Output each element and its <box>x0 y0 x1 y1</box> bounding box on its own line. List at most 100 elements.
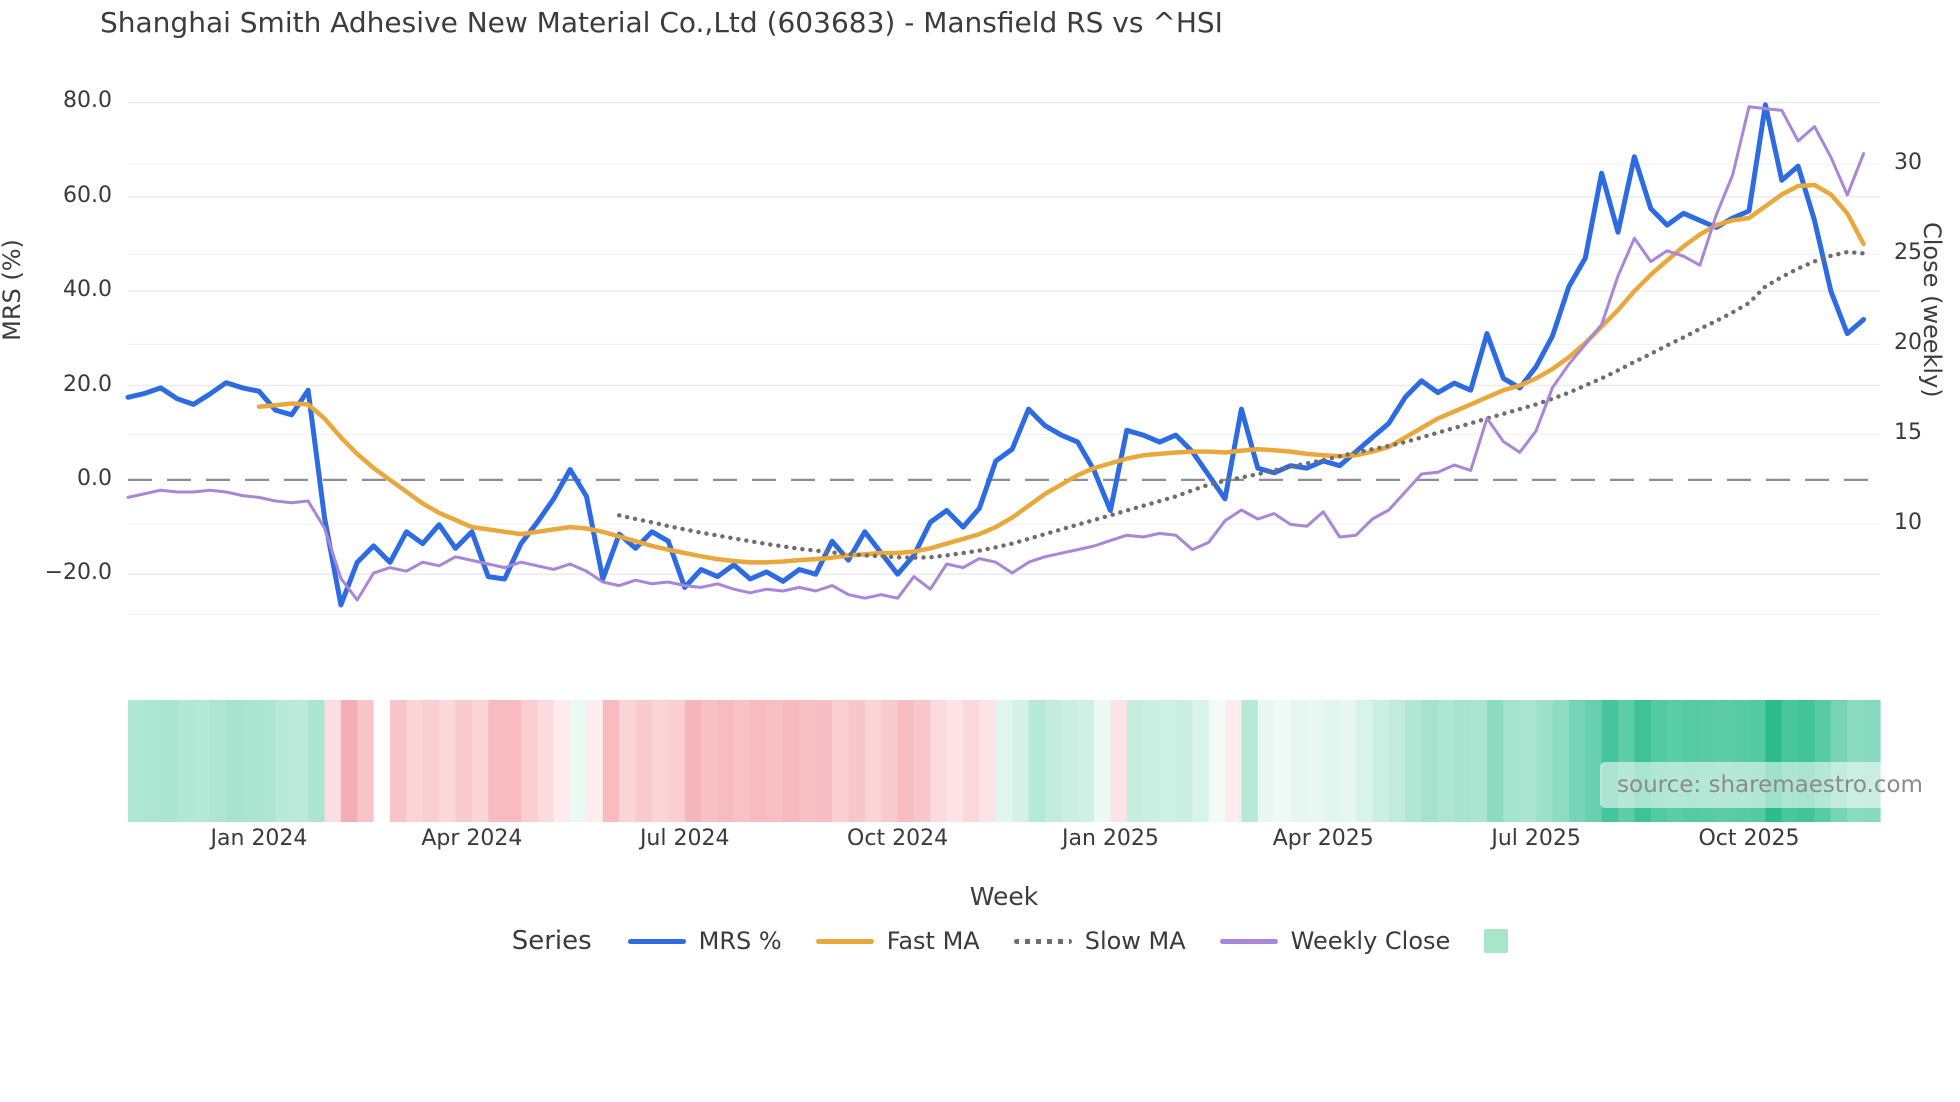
heatmap-cell <box>1077 700 1095 822</box>
left-tick-label: 80.0 <box>63 88 112 114</box>
legend-items: MRS % Fast MA Slow MA Weekly Close <box>627 927 1485 955</box>
legend-label: Fast MA <box>886 927 980 955</box>
heatmap-cell <box>1388 700 1406 822</box>
heatmap-cell <box>897 700 915 822</box>
heatmap-cell <box>1126 700 1144 822</box>
heatmap-cell <box>128 700 145 822</box>
right-axis-label: Close (weekly) <box>1918 222 1946 398</box>
legend-swatch-heatmap <box>1484 929 1509 953</box>
heatmap-cell <box>1208 700 1226 822</box>
heatmap-cell <box>373 700 391 822</box>
legend-item-slow-ma: Slow MA <box>1013 927 1186 955</box>
heatmap-cell <box>455 700 473 822</box>
left-tick-label: 40.0 <box>63 277 112 303</box>
chart-title: Shanghai Smith Adhesive New Material Co.… <box>100 6 1223 39</box>
heatmap-cell <box>782 700 800 822</box>
heatmap-cell <box>242 700 260 822</box>
heatmap-cell <box>357 700 375 822</box>
heatmap-cell <box>340 700 358 822</box>
heatmap-cell <box>733 700 751 822</box>
heatmap-cell <box>864 700 882 822</box>
heatmap-cell <box>1503 700 1521 822</box>
x-tick-label: Jan 2025 <box>1061 826 1159 851</box>
heatmap-cell <box>684 700 702 822</box>
heatmap-cell <box>406 700 424 822</box>
heatmap-cell <box>1012 700 1030 822</box>
heatmap-cell <box>1175 700 1193 822</box>
series-line-weekly-close <box>126 105 1866 602</box>
right-tick-label: 15 <box>1894 420 1922 446</box>
heatmap-cell <box>832 700 850 822</box>
heatmap-cell <box>963 700 981 822</box>
heatmap-cell <box>1274 700 1292 822</box>
heatmap-cell <box>1225 700 1243 822</box>
heatmap-cell <box>602 700 620 822</box>
heatmap-cell <box>258 700 276 822</box>
heatmap-cell <box>881 700 899 822</box>
heatmap-cell <box>439 700 457 822</box>
heatmap-cell <box>520 700 538 822</box>
legend-line-swatch <box>1013 938 1072 944</box>
x-tick-label: Apr 2024 <box>421 826 523 851</box>
legend-label: Slow MA <box>1084 927 1186 955</box>
heatmap-cell <box>1110 700 1128 822</box>
heatmap-cell <box>193 700 211 822</box>
heatmap-cell <box>1306 700 1324 822</box>
heatmap-cell <box>1405 700 1423 822</box>
heatmap-cell <box>1421 700 1439 822</box>
legend-line-swatch <box>627 938 686 944</box>
heatmap-cell <box>815 700 833 822</box>
heatmap-cell <box>471 700 489 822</box>
heatmap-cell <box>1519 700 1537 822</box>
heatmap-cell <box>1454 700 1472 822</box>
x-axis-title: Week <box>969 882 1039 911</box>
heatmap-cell <box>651 700 669 822</box>
x-tick-label: Jul 2025 <box>1491 826 1581 851</box>
x-tick-label: Jul 2024 <box>639 826 730 851</box>
right-tick-label: 10 <box>1894 510 1922 536</box>
x-tick-label: Jan 2024 <box>210 826 308 851</box>
legend-item-mrs-: MRS % <box>627 927 782 955</box>
heatmap-cell <box>1585 700 1603 822</box>
heatmap-cell <box>308 700 326 822</box>
source-watermark: source: sharemaestro.com <box>1600 762 1940 808</box>
right-tick-label: 30 <box>1894 150 1922 176</box>
heatmap-cell <box>1094 700 1112 822</box>
heatmap-cell <box>668 700 686 822</box>
heatmap-cell <box>1339 700 1357 822</box>
legend-row: Series MRS % Fast MA Slow MA Weekly Close <box>512 926 1509 956</box>
left-tick-label: −20.0 <box>44 560 112 586</box>
heatmap-cell <box>1568 700 1586 822</box>
heatmap-cell <box>1192 700 1210 822</box>
heatmap-cell <box>1437 700 1455 822</box>
legend-item-weekly-close: Weekly Close <box>1219 927 1451 955</box>
left-tick-label: 20.0 <box>63 371 112 397</box>
heatmap-cell <box>1143 700 1161 822</box>
heatmap-cell <box>848 700 866 822</box>
heatmap-cell <box>488 700 506 822</box>
heatmap-cell <box>799 700 817 822</box>
heatmap-cell <box>1470 700 1488 822</box>
left-tick-label: 0.0 <box>77 465 112 491</box>
heatmap-cell <box>930 700 948 822</box>
legend-label: Weekly Close <box>1290 927 1451 955</box>
heatmap-cell <box>913 700 931 822</box>
heatmap-cell <box>1323 700 1341 822</box>
heatmap-cell <box>1290 700 1308 822</box>
heatmap-cell <box>1487 700 1505 822</box>
source-text: source: sharemaestro.com <box>1617 772 1923 798</box>
legend-item-fast-ma: Fast MA <box>815 927 980 955</box>
legend-line-swatch <box>815 938 874 944</box>
heatmap-cell <box>1356 700 1374 822</box>
heatmap-cell <box>1241 700 1259 822</box>
heatmap-cell <box>160 700 178 822</box>
heatmap-cell <box>553 700 571 822</box>
heatmap-cell <box>619 700 637 822</box>
heatmap-cell <box>226 700 244 822</box>
heatmap-cell <box>635 700 653 822</box>
heatmap-cell <box>995 700 1013 822</box>
heatmap-cell <box>1159 700 1177 822</box>
heatmap-cell <box>766 700 784 822</box>
